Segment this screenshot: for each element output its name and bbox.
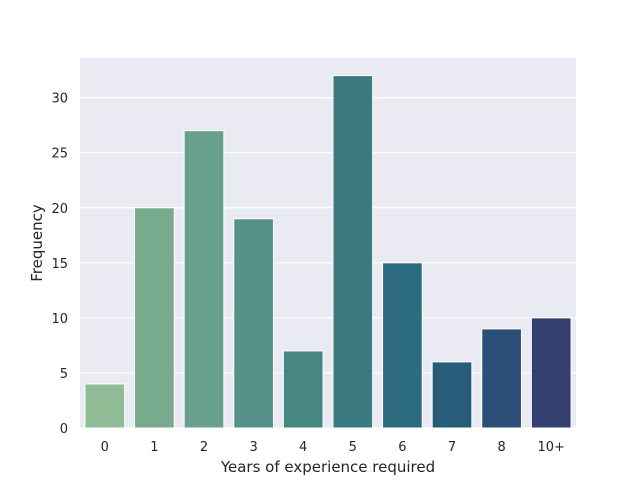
x-tick-label-7: 7 (448, 440, 456, 455)
y-tick-label-0: 0 (60, 422, 68, 437)
bar-8 (481, 328, 522, 429)
x-tick-label-1: 1 (150, 440, 158, 455)
bar-7 (431, 361, 473, 429)
y-tick-label-20: 20 (51, 202, 68, 217)
x-tick-label-10+: 10+ (537, 440, 564, 455)
x-tick-label-4: 4 (299, 440, 307, 455)
bars (84, 75, 572, 429)
bar-4 (282, 350, 324, 429)
x-tick-label-8: 8 (497, 440, 505, 455)
y-tick-label-10: 10 (51, 312, 68, 327)
x-tick-label-6: 6 (398, 440, 406, 455)
x-tick-label-0: 0 (101, 440, 109, 455)
bar-10+ (530, 317, 572, 429)
bar-2 (183, 130, 225, 429)
bar-1 (134, 207, 175, 429)
y-tick-label-15: 15 (51, 257, 68, 272)
x-tick-label-5: 5 (349, 440, 357, 455)
bar-0 (84, 383, 126, 429)
x-tick-labels: 0 1 2 3 4 5 6 7 8 10+ (101, 440, 565, 455)
x-tick-label-3: 3 (249, 440, 257, 455)
y-tick-label-5: 5 (60, 367, 68, 382)
bar-6 (382, 262, 423, 429)
y-axis-label: Frequency (28, 204, 46, 282)
x-tick-label-2: 2 (200, 440, 208, 455)
y-tick-label-30: 30 (51, 92, 68, 107)
bar-3 (233, 218, 274, 429)
y-tick-label-25: 25 (51, 147, 68, 162)
bar-5 (332, 75, 374, 429)
x-axis-label: Years of experience required (220, 458, 435, 476)
y-tick-labels: 0 5 10 15 20 25 30 (51, 92, 68, 437)
